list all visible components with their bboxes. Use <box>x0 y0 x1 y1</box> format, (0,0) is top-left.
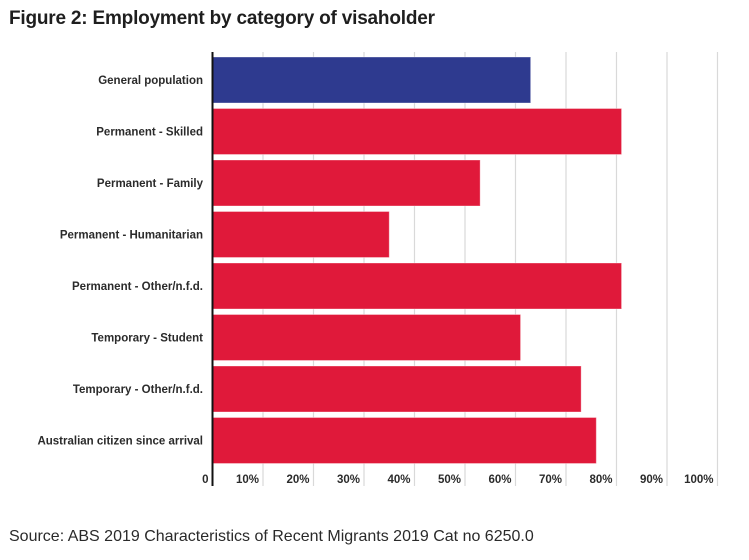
bar <box>212 417 597 464</box>
x-tick-label: 40% <box>387 474 410 486</box>
category-label: Australian citizen since arrival <box>37 436 203 448</box>
category-label: General population <box>98 75 203 87</box>
bar <box>212 314 522 361</box>
x-tick-label: 50% <box>438 474 461 486</box>
x-tick-label: 70% <box>539 474 562 486</box>
x-tick-label: 100% <box>684 474 713 486</box>
x-tick-label: 20% <box>286 474 309 486</box>
bar <box>212 262 623 310</box>
x-tick-label: 10% <box>236 474 259 486</box>
category-labels: General population Permanent - Skilled Per… <box>37 75 203 448</box>
bar <box>212 108 623 155</box>
bar <box>212 56 532 104</box>
category-label: Temporary - Student <box>91 333 203 345</box>
bar <box>212 159 481 207</box>
category-label: Permanent - Other/n.f.d. <box>72 281 203 293</box>
category-label: Temporary - Other/n.f.d. <box>73 384 203 396</box>
x-tick-label: 80% <box>589 474 612 486</box>
bar <box>212 365 582 413</box>
category-label: Permanent - Skilled <box>96 127 203 139</box>
x-tick-label: 60% <box>488 474 511 486</box>
bar <box>212 211 390 258</box>
x-tick-label: 30% <box>337 474 360 486</box>
chart-title: Figure 2: Employment by category of visa… <box>9 8 435 29</box>
category-label: Permanent - Family <box>97 178 204 190</box>
x-tick-label: 90% <box>640 474 663 486</box>
x-tick-label: 0 <box>202 474 208 486</box>
category-label: Permanent - Humanitarian <box>60 230 203 242</box>
x-tick-labels: 0 10% 20% 30% 40% 50% 60% 70% 80% 90% 100% <box>202 474 713 486</box>
bars <box>212 56 623 464</box>
source-note: Source: ABS 2019 Characteristics of Rece… <box>9 528 534 545</box>
